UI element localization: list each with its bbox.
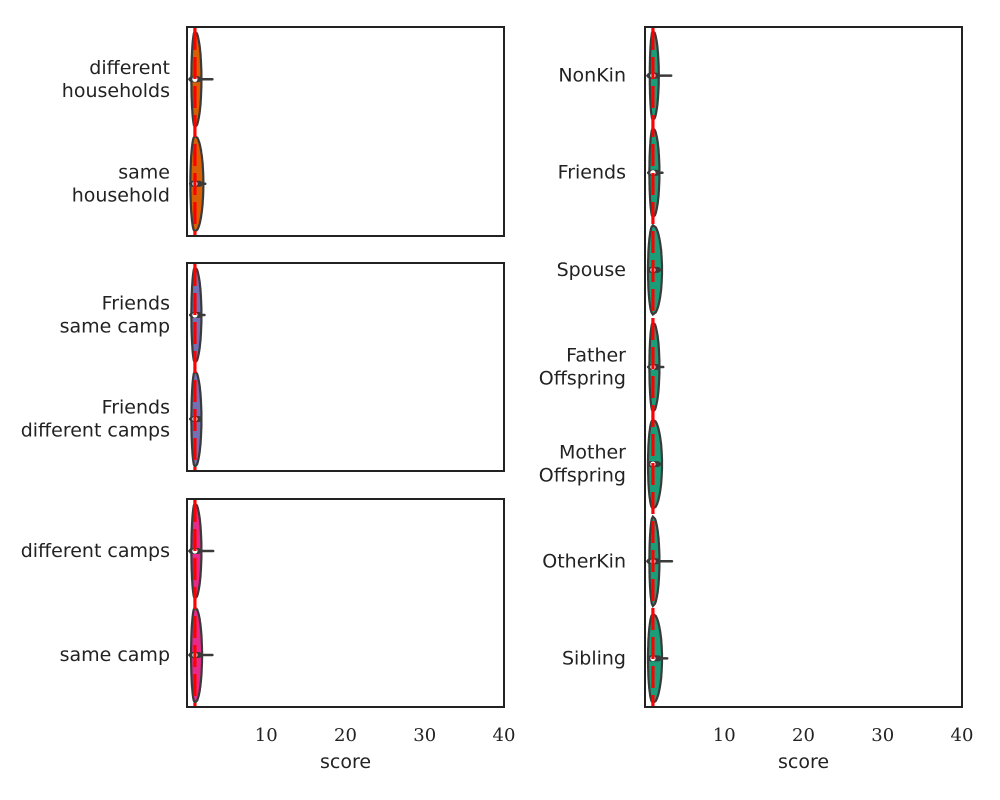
- category-label: different households: [62, 57, 170, 102]
- category-label: NonKin: [558, 65, 626, 87]
- category-label: same household: [72, 161, 170, 206]
- category-label: Spouse: [557, 259, 626, 281]
- category-label: Father Offspring: [539, 345, 626, 390]
- x-tick-label: 40: [493, 725, 516, 746]
- category-label: different camps: [21, 540, 170, 562]
- x-tick-label: 10: [255, 725, 278, 746]
- category-label: OtherKin: [542, 550, 626, 572]
- axes-frame: [186, 26, 505, 237]
- panel-left-top: different households same household: [62, 26, 505, 237]
- axes-frame: [186, 498, 505, 708]
- category-label: Sibling: [562, 647, 626, 669]
- x-tick-label: 20: [334, 725, 357, 746]
- panel-left-bottom: different camps same camp 10 20 30 40 score: [21, 498, 516, 773]
- x-axis-label: score: [320, 751, 371, 773]
- category-label: Friends: [558, 162, 626, 184]
- x-axis-label: score: [778, 751, 829, 773]
- x-tick-label: 20: [792, 725, 815, 746]
- panel-right: NonKin Friends Spouse Father Offspring Mother…: [539, 26, 974, 773]
- x-tick-label: 30: [871, 725, 894, 746]
- axes-frame: [644, 26, 963, 708]
- x-tick-label: 10: [713, 725, 736, 746]
- axes-frame: [186, 262, 505, 472]
- x-tick-label: 30: [413, 725, 436, 746]
- category-label: Friends same camp: [60, 293, 170, 338]
- x-tick-label: 40: [951, 725, 974, 746]
- category-label: Friends different camps: [21, 397, 170, 442]
- panel-left-middle: Friends same camp Friends different camps: [21, 262, 505, 472]
- category-label: same camp: [60, 644, 170, 666]
- category-label: Mother Offspring: [539, 442, 626, 487]
